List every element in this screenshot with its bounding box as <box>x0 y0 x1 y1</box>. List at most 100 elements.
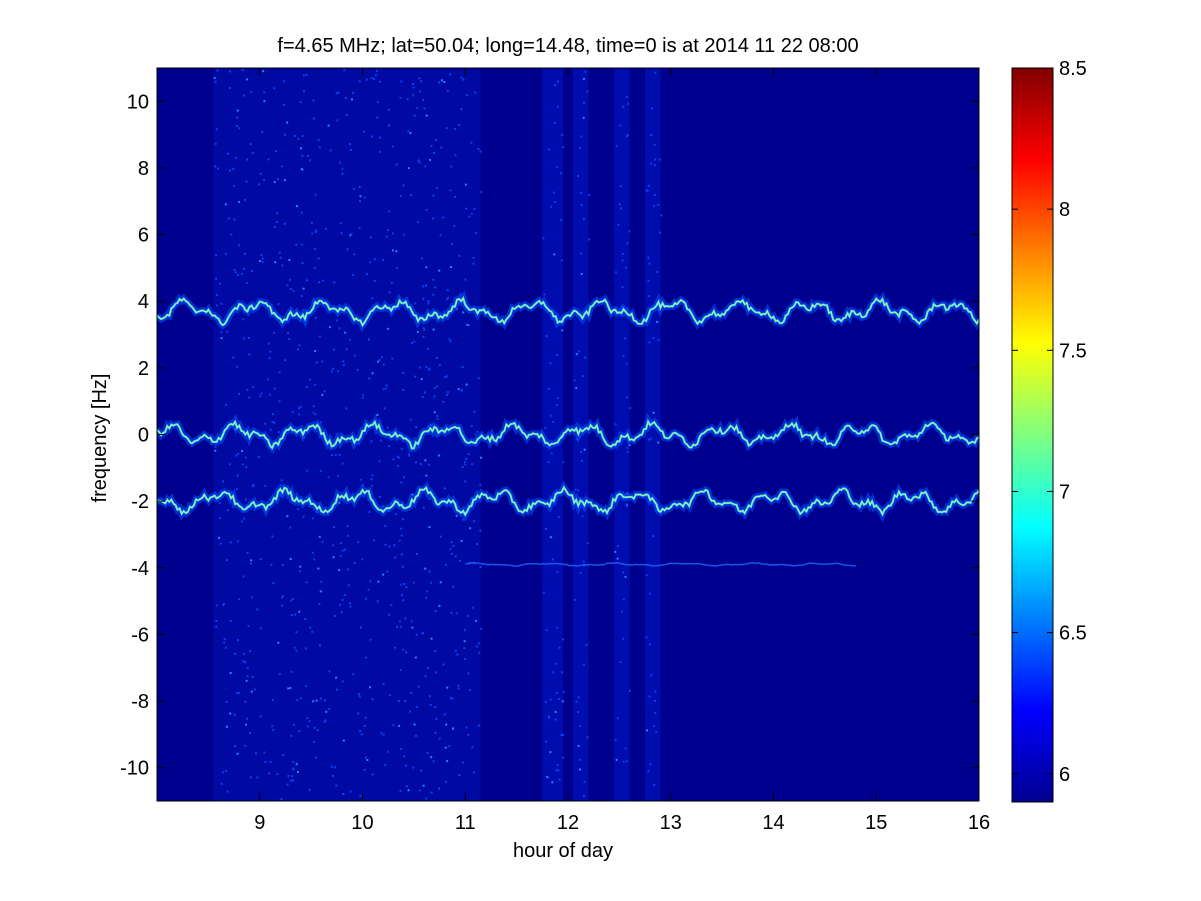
noise-speckle <box>315 361 318 364</box>
noise-speckle <box>628 230 631 233</box>
noise-speckle <box>415 426 418 429</box>
noise-speckle <box>430 581 433 584</box>
noise-speckle <box>297 137 300 140</box>
noise-speckle <box>280 479 283 482</box>
noise-speckle <box>318 644 321 647</box>
noise-speckle <box>333 766 336 769</box>
noise-speckle <box>365 597 368 600</box>
noise-speckle <box>214 80 217 83</box>
noise-speckle <box>341 549 344 552</box>
noise-speckle <box>251 269 254 272</box>
noise-speckle <box>305 685 308 688</box>
noise-speckle <box>561 756 564 759</box>
noise-speckle <box>233 218 236 221</box>
noise-speckle <box>559 172 562 175</box>
noise-speckle <box>276 177 279 180</box>
noise-speckle <box>274 150 277 153</box>
noise-speckle <box>646 729 649 732</box>
noise-speckle <box>574 598 577 601</box>
noise-speckle <box>438 363 441 366</box>
noise-speckle <box>648 592 651 595</box>
noise-speckle <box>321 393 324 396</box>
noise-speckle <box>318 602 321 605</box>
noise-speckle <box>646 189 649 192</box>
noise-speckle <box>301 154 304 157</box>
noise-speckle <box>296 770 299 773</box>
noise-speckle <box>229 712 232 715</box>
noise-speckle <box>226 330 229 333</box>
noise-speckle <box>459 560 462 563</box>
noise-speckle <box>453 127 456 130</box>
noise-speckle <box>442 400 445 403</box>
noise-speckle <box>340 232 343 235</box>
noise-speckle <box>466 94 469 97</box>
noise-speckle <box>450 552 453 555</box>
noise-speckle <box>446 375 449 378</box>
noise-speckle <box>549 414 552 417</box>
noise-speckle <box>470 141 473 144</box>
noise-speckle <box>447 297 450 300</box>
noise-speckle <box>222 604 225 607</box>
noise-speckle <box>334 453 337 456</box>
noise-speckle <box>451 697 454 700</box>
noise-speckle <box>236 488 239 491</box>
noise-speckle <box>580 135 583 138</box>
noise-speckle <box>359 794 362 797</box>
noise-speckle <box>552 421 555 423</box>
noise-speckle <box>468 561 471 564</box>
noise-speckle <box>391 145 394 148</box>
noise-speckle <box>305 73 308 76</box>
noise-speckle <box>433 151 436 154</box>
noise-speckle <box>478 651 481 654</box>
noise-speckle <box>368 377 371 380</box>
noise-speckle <box>218 502 221 505</box>
noise-speckle <box>319 469 322 472</box>
noise-speckle <box>421 395 424 398</box>
noise-speckle <box>272 582 275 585</box>
noise-speckle <box>622 105 625 108</box>
noise-speckle <box>445 127 448 130</box>
noise-speckle <box>238 201 241 204</box>
noise-speckle <box>624 747 627 750</box>
noise-speckle <box>299 101 302 104</box>
noise-speckle <box>579 146 582 149</box>
colorbar-tick-label: 6.5 <box>1059 623 1087 645</box>
noise-speckle <box>364 656 367 659</box>
noise-speckle <box>344 331 347 334</box>
noise-speckle <box>468 215 471 218</box>
noise-speckle <box>320 697 323 700</box>
noise-speckle <box>246 551 249 554</box>
noise-speckle <box>324 699 327 702</box>
noise-speckle <box>443 81 446 84</box>
noise-speckle <box>650 674 653 677</box>
noise-speckle <box>269 393 272 396</box>
noise-speckle <box>349 148 352 151</box>
noise-speckle <box>464 183 467 186</box>
noise-speckle <box>347 584 350 587</box>
noise-speckle <box>582 794 585 797</box>
noise-speckle <box>400 593 403 596</box>
noise-speckle <box>261 261 264 264</box>
noise-speckle <box>216 69 219 72</box>
colorbar <box>1011 67 1054 803</box>
noise-speckle <box>654 712 657 715</box>
noise-speckle <box>446 289 449 292</box>
noise-speckle <box>244 700 247 703</box>
noise-speckle <box>645 636 648 639</box>
noise-speckle <box>236 274 239 277</box>
noise-speckle <box>371 372 374 375</box>
noise-speckle <box>450 165 453 168</box>
noise-speckle <box>357 541 360 544</box>
noise-speckle <box>378 460 381 463</box>
noise-speckle <box>399 583 402 586</box>
x-axis-label: hour of day <box>513 840 613 862</box>
noise-speckle <box>360 626 363 629</box>
noise-speckle <box>580 203 583 206</box>
noise-speckle <box>624 575 627 578</box>
noise-speckle <box>215 620 218 623</box>
noise-speckle <box>549 751 552 754</box>
noise-speckle <box>557 105 560 108</box>
noise-speckle <box>328 326 331 329</box>
noise-speckle <box>376 116 379 119</box>
noise-speckle <box>213 76 216 79</box>
